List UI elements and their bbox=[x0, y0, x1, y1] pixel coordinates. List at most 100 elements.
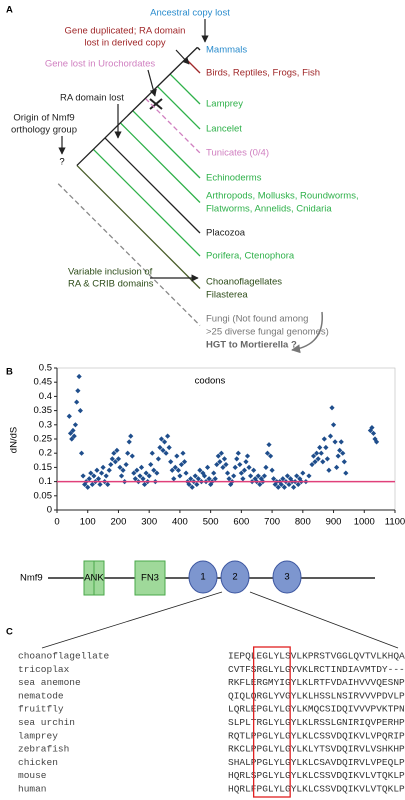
taxon-label: Echinoderms bbox=[206, 173, 262, 184]
data-point bbox=[217, 459, 223, 465]
data-point bbox=[129, 453, 135, 459]
data-point bbox=[141, 481, 148, 488]
data-point bbox=[280, 476, 286, 482]
data-point bbox=[206, 476, 212, 482]
data-point bbox=[370, 430, 377, 436]
data-point bbox=[138, 464, 145, 470]
data-point bbox=[226, 476, 232, 482]
data-point bbox=[180, 450, 186, 456]
data-point bbox=[71, 433, 77, 439]
domain-label: 2 bbox=[232, 572, 237, 583]
taxon-label: Birds, Reptiles, Frogs, Fish bbox=[206, 68, 320, 79]
data-point bbox=[169, 467, 175, 473]
data-point bbox=[244, 453, 251, 459]
data-point bbox=[67, 430, 74, 436]
data-point bbox=[334, 464, 340, 470]
annotation: orthology group bbox=[11, 125, 77, 136]
data-point bbox=[178, 461, 185, 468]
branch bbox=[57, 183, 201, 326]
y-tick-label: 0.45 bbox=[34, 377, 53, 388]
species-name: lamprey bbox=[18, 730, 58, 741]
y-tick-label: 0.15 bbox=[34, 462, 53, 473]
domain-circle bbox=[220, 560, 250, 594]
data-point bbox=[148, 461, 154, 468]
taxon-label: Porifera, Ctenophora bbox=[206, 251, 295, 262]
zoom-line bbox=[249, 591, 399, 649]
x-tick-label: 900 bbox=[326, 517, 342, 528]
branch bbox=[119, 122, 201, 203]
data-point bbox=[266, 442, 272, 448]
domain-box bbox=[134, 560, 166, 596]
species-name: nematode bbox=[18, 690, 64, 701]
data-point bbox=[177, 473, 183, 479]
taxon-label: Flatworms, Annelids, Cnidaria bbox=[206, 204, 332, 215]
data-point bbox=[175, 467, 181, 473]
species-name: choanoflagellate bbox=[18, 651, 110, 662]
data-point bbox=[238, 470, 244, 476]
chart-annotation: codons bbox=[195, 376, 226, 387]
panel-label: B bbox=[6, 367, 13, 378]
x-tick-label: 100 bbox=[80, 517, 96, 528]
taxon-label: Lamprey bbox=[206, 99, 243, 110]
taxon-label: Tunicates (0/4) bbox=[206, 148, 269, 159]
sequence: LQRLEPGLYLGYLKMQCSIDQIVVVPVKTPNVLPHCK bbox=[228, 704, 405, 715]
data-point bbox=[125, 450, 131, 456]
data-point bbox=[80, 473, 86, 479]
data-point bbox=[174, 453, 180, 459]
data-point bbox=[120, 467, 126, 473]
data-point bbox=[232, 464, 238, 470]
x-tick-label: 600 bbox=[233, 517, 249, 528]
data-point bbox=[234, 456, 240, 462]
data-point bbox=[295, 481, 301, 488]
species-name: zebrafish bbox=[18, 744, 69, 755]
data-point bbox=[89, 481, 95, 488]
data-point bbox=[158, 436, 165, 442]
data-point bbox=[337, 447, 343, 453]
data-point bbox=[112, 459, 118, 465]
sequence: HQRLFPGLYLGYLKLCSSVDQIKVLVTQKLPNILCHVK bbox=[228, 784, 405, 795]
sequence: SHALPPGLYLGYLKLCSAVDQIRVLVPEQLPNILCHVK bbox=[228, 757, 405, 768]
data-point bbox=[281, 484, 287, 490]
panel-label: A bbox=[6, 5, 13, 16]
sequence: RKCLPPGLYLGYLKLYTSVDQIRVLVSHKHPNVLCHVK bbox=[228, 744, 405, 755]
data-point bbox=[335, 453, 341, 459]
data-point bbox=[109, 456, 115, 462]
data-point bbox=[204, 464, 211, 470]
data-point bbox=[269, 467, 275, 473]
data-point bbox=[183, 470, 189, 476]
curved-arrow bbox=[291, 311, 323, 354]
data-point bbox=[312, 459, 318, 465]
data-point bbox=[284, 473, 291, 479]
data-point bbox=[318, 450, 324, 456]
species-name: mouse bbox=[18, 770, 47, 781]
data-point bbox=[257, 481, 263, 488]
y-tick-label: 0.4 bbox=[39, 391, 52, 402]
taxon-label: Mammals bbox=[206, 45, 247, 56]
data-point bbox=[240, 476, 246, 482]
data-point bbox=[186, 481, 192, 488]
data-point bbox=[146, 473, 152, 479]
y-tick-label: 0.1 bbox=[39, 476, 52, 487]
data-point bbox=[189, 484, 195, 490]
data-point bbox=[255, 473, 261, 479]
y-axis-label: dN/dS bbox=[9, 427, 20, 453]
annotation-arrow bbox=[175, 49, 190, 65]
x-tick-label: 700 bbox=[264, 517, 280, 528]
data-point bbox=[143, 470, 149, 476]
taxon-label: Fungi (Not found among bbox=[206, 314, 308, 325]
data-point bbox=[314, 450, 320, 456]
x-tick-label: 1100 bbox=[385, 517, 405, 528]
data-point bbox=[171, 476, 177, 482]
x-tick-label: 800 bbox=[295, 517, 311, 528]
data-point bbox=[123, 461, 129, 468]
data-point bbox=[212, 476, 218, 482]
data-point bbox=[161, 439, 168, 445]
data-point bbox=[194, 481, 200, 488]
data-point bbox=[267, 453, 274, 459]
loss-mark bbox=[149, 98, 163, 110]
plot-frame bbox=[56, 367, 396, 511]
data-point bbox=[332, 439, 338, 445]
species-name: sea anemone bbox=[18, 677, 81, 688]
data-point bbox=[306, 473, 312, 479]
